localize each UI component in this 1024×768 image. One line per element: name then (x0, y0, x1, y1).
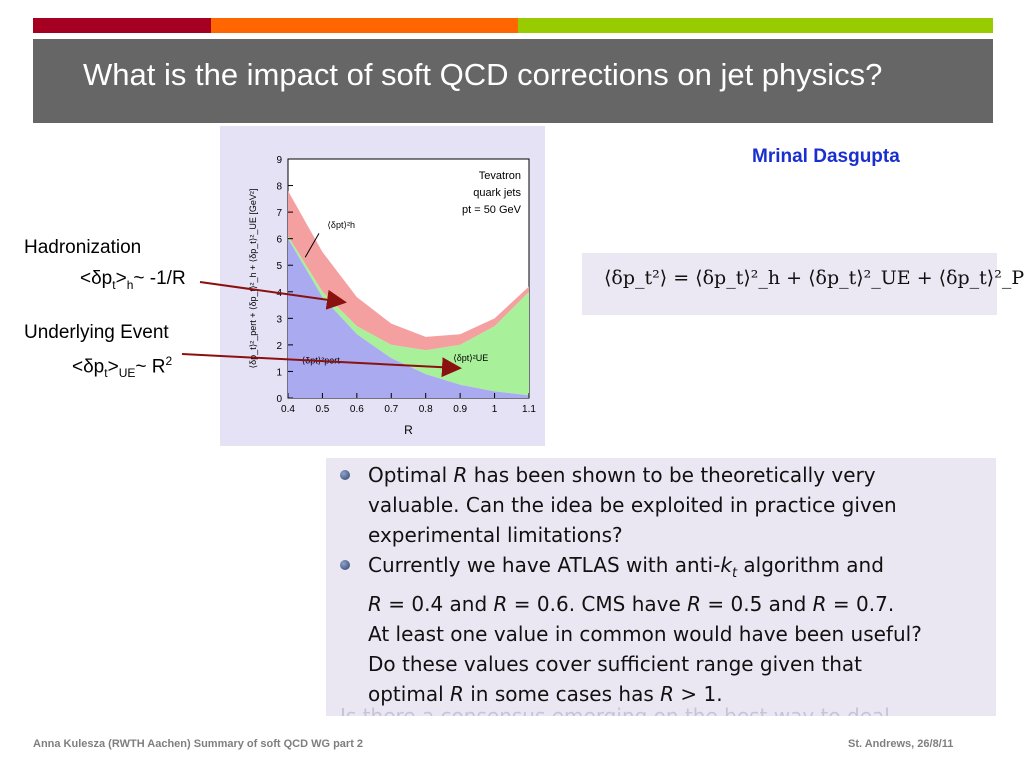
accent-bar-orange (211, 18, 518, 33)
label-underlying-event: ⟨δpt⟩²UE (453, 353, 488, 363)
b2-t1: algorithm and (737, 553, 884, 577)
ue-mid: > (107, 356, 119, 378)
formula-box: ⟨δp_t²⟩ = ⟨δp_t⟩²_h + ⟨δp_t⟩²_UE + ⟨δp_t… (582, 253, 1024, 315)
faded-bullet-text: Is there a consensus emerging on the bes… (340, 704, 890, 716)
ue-sub-ue: UE (118, 366, 136, 381)
b2-t: t (731, 566, 738, 581)
b2-r2: R (493, 592, 508, 616)
b2-t0: Currently we have ATLAS with anti- (368, 553, 721, 577)
x-tick-label: 0.6 (350, 404, 364, 415)
y-axis-label: ⟨δp_t⟩²_pert + ⟨δp_t⟩²_h + ⟨δp_t⟩²_UE [G… (248, 189, 258, 369)
y-tick-label: 1 (276, 367, 282, 378)
accent-bar-green (518, 18, 993, 33)
info-line: pt = 50 GeV (462, 204, 522, 216)
x-tick-label: 0.9 (453, 404, 467, 415)
x-tick-label: 1.1 (522, 404, 536, 415)
ue-post: ~ R (135, 356, 166, 378)
bullet-dot-icon (340, 470, 350, 480)
bullet-dot-icon (340, 560, 350, 570)
x-tick-label: 0.5 (315, 404, 329, 415)
b2-t9: in some cases has (463, 682, 661, 706)
y-tick-label: 2 (276, 341, 282, 352)
y-tick-label: 9 (276, 155, 282, 166)
y-tick-label: 0 (276, 394, 282, 405)
h-pre: <δp (80, 268, 113, 289)
band-underlying-event (288, 236, 529, 396)
x-tick-label: 0.4 (281, 404, 295, 415)
bullet-2: Currently we have ATLAS with anti-kt alg… (340, 550, 980, 709)
b2-r6: R (660, 682, 675, 706)
b1-t2: valuable. Can the idea be exploited in p… (368, 493, 897, 517)
b2-t2: = 0.4 and (381, 592, 494, 616)
ue-pre: <δp (72, 356, 105, 378)
b1-r: R (453, 463, 468, 487)
h-sub-h: h (126, 277, 134, 292)
ue-sup: 2 (165, 354, 173, 368)
b2-t3: = 0.6. CMS have (507, 592, 688, 616)
footer-right: St. Andrews, 26/8/11 (848, 738, 954, 750)
author-name: Mrinal Dasgupta (752, 146, 900, 167)
b2-r1: R (368, 592, 382, 616)
y-tick-label: 4 (276, 288, 282, 299)
formula-text: ⟨δp_t²⟩ = ⟨δp_t⟩²_h + ⟨δp_t⟩²_UE + ⟨δp_t… (604, 267, 1024, 289)
b2-r3: R (687, 592, 702, 616)
hadronization-label: Hadronization (24, 237, 142, 258)
x-tick-label: 0.8 (419, 404, 433, 415)
x-axis-label: R (404, 423, 413, 437)
b2-t7: Do these values cover sufficient range g… (368, 652, 862, 676)
b1-t0: Optimal (368, 463, 454, 487)
y-tick-label: 3 (276, 314, 282, 325)
bullet-1: Optimal R has been shown to be theoretic… (340, 460, 980, 550)
label-perturbative: ⟨δpt⟩²pert (302, 355, 341, 365)
b2-k: k (720, 553, 732, 577)
band-hadronization (288, 190, 529, 351)
underlying-event-scaling: <δpt>UE~ R2 (72, 354, 172, 380)
label-hadronization: ⟨δpt⟩²h (327, 220, 355, 230)
slide-title: What is the impact of soft QCD correctio… (83, 57, 883, 92)
b2-t10: > 1. (674, 682, 723, 706)
b1-t1: has been shown to be theoretically very (467, 463, 876, 487)
b2-t4: = 0.5 and (701, 592, 813, 616)
y-tick-label: 5 (276, 261, 282, 272)
b2-t8: optimal (368, 682, 450, 706)
h-post: ~ -1/R (133, 268, 186, 289)
y-tick-label: 6 (276, 235, 282, 246)
b1-t3: experimental limitations? (368, 523, 623, 547)
plot-frame: 0.4 0.5 0.6 0.7 0.8 0.9 1 1.1 0 1 2 3 4 5 6 7 8 9 R ⟨δp_t⟩²… (220, 126, 545, 446)
footer-left: Anna Kulesza (RWTH Aachen) Summary of so… (33, 738, 364, 750)
ue-sub-t: t (104, 366, 108, 381)
info-line: Tevatron (479, 170, 521, 182)
b2-t6: At least one value in common would have … (368, 622, 922, 646)
y-tick-label: 7 (276, 208, 282, 219)
b2-t5: = 0.7. (826, 592, 895, 616)
label-pointer (304, 233, 320, 258)
bullet-box: Optimal R has been shown to be theoretic… (326, 458, 996, 716)
accent-bar-red (33, 18, 211, 33)
b2-r5: R (449, 682, 464, 706)
h-sub-t: t (112, 277, 116, 292)
h-mid: > (115, 268, 127, 289)
hadronization-scaling: <δpt>h~ -1/R (80, 268, 186, 292)
y-tick-label: 8 (276, 182, 282, 193)
title-banner: What is the impact of soft QCD correctio… (33, 39, 993, 123)
b2-r4: R (812, 592, 827, 616)
soft-qcd-plot: 0.4 0.5 0.6 0.7 0.8 0.9 1 1.1 0 1 2 3 4 5 6 7 8 9 R ⟨δp_t⟩²… (248, 155, 536, 437)
x-tick-label: 1 (492, 404, 498, 415)
underlying-event-label: Underlying Event (24, 322, 169, 343)
formula: ⟨δp_t²⟩ = ⟨δp_t⟩²_h + ⟨δp_t⟩²_UE + ⟨δp_t… (604, 267, 1024, 289)
info-line: quark jets (473, 187, 521, 199)
x-tick-label: 0.7 (384, 404, 398, 415)
